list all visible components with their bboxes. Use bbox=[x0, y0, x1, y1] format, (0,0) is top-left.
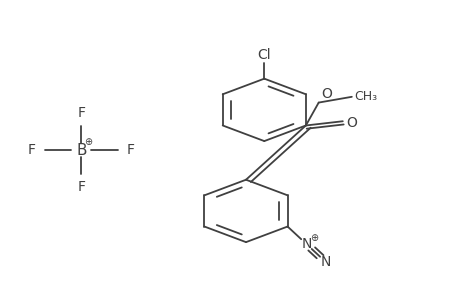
Text: F: F bbox=[77, 180, 85, 194]
Text: O: O bbox=[345, 116, 356, 130]
Text: N: N bbox=[301, 237, 311, 251]
Text: CH₃: CH₃ bbox=[354, 90, 377, 103]
Text: F: F bbox=[127, 143, 135, 157]
Text: F: F bbox=[77, 106, 85, 120]
Text: Cl: Cl bbox=[257, 48, 270, 62]
Text: ⊕: ⊕ bbox=[84, 137, 92, 147]
Text: O: O bbox=[320, 87, 331, 101]
Text: ⊕: ⊕ bbox=[309, 233, 317, 243]
Text: F: F bbox=[28, 143, 36, 157]
Text: B: B bbox=[76, 142, 86, 158]
Text: N: N bbox=[319, 255, 330, 268]
